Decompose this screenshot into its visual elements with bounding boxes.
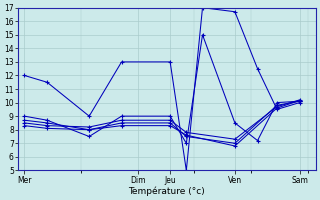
X-axis label: Température (°c): Température (°c) xyxy=(129,186,205,196)
